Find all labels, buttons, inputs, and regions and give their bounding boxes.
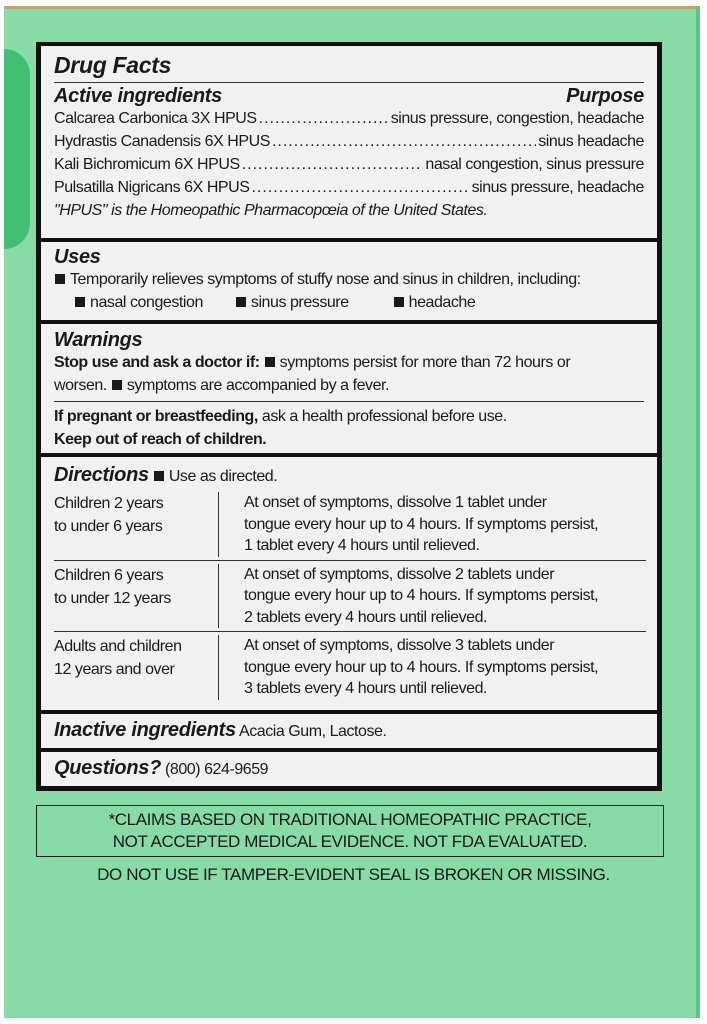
pregnant-label: If pregnant or breastfeeding, (54, 408, 258, 425)
age-group: to under 12 years (54, 589, 171, 607)
warning-text: symptoms persist for more than 72 hours … (279, 354, 571, 371)
bullet-icon (153, 471, 164, 481)
ingredient-name: Hydrastis Canadensis 6X HPUS (54, 133, 270, 150)
claims-line: NOT ACCEPTED MEDICAL EVIDENCE. NOT FDA E… (112, 832, 588, 851)
leader-dots (242, 153, 424, 176)
directions-row: Children 2 years to under 6 years At onset… (54, 489, 646, 560)
dosage-text: tongue every hour up to 4 hours. If symp… (244, 658, 599, 676)
inactive-text: Acacia Gum, Lactose. (238, 723, 387, 740)
purpose-heading: Purpose (566, 85, 644, 107)
ingredient-name: Kali Bichromicum 6X HPUS (54, 156, 240, 173)
directions-row: Adults and children 12 years and over At o… (54, 631, 646, 703)
leader-dots (272, 130, 536, 153)
claims-box: *CLAIMS BASED ON TRADITIONAL HOMEOPATHIC… (36, 805, 664, 857)
phone-number: (800) 624-9659 (165, 761, 269, 778)
warnings-heading: Warnings (54, 329, 143, 351)
dosage-text: tongue every hour up to 4 hours. If symp… (244, 587, 599, 604)
drug-facts-title: Drug Facts (54, 52, 644, 83)
ingredient-purpose: sinus pressure, congestion, headache (390, 110, 645, 127)
dosage-text: 2 tablets every 4 hours until relieved. (244, 608, 488, 626)
ingredient-row: Calcarea Carbonica 3X HPUS sinus pressure… (54, 107, 644, 130)
dosage-text: At onset of symptoms, dissolve 2 tablets… (244, 565, 555, 583)
use-bullet: sinus pressure (250, 294, 349, 311)
dosage-text: 1 tablet every 4 hours until relieved. (244, 537, 480, 554)
active-ingredients-section: Drug Facts Active ingredients Purpose Cal… (41, 46, 657, 238)
directions-intro: Use as directed. (168, 468, 278, 485)
inactive-section: Inactive ingredients Acacia Gum, Lactose… (41, 714, 657, 748)
leader-dots (259, 107, 389, 130)
dosage-text: tongue every hour up to 4 hours. If symp… (244, 515, 599, 533)
bullet-icon (75, 297, 85, 307)
age-group: to under 6 years (54, 518, 163, 535)
inactive-heading: Inactive ingredients (54, 719, 236, 741)
use-bullet: headache (408, 294, 476, 311)
dosage-text: 3 tablets every 4 hours until relieved. (244, 680, 488, 697)
age-group: Children 2 years (54, 495, 164, 512)
directions-row: Children 6 years to under 12 years At onse… (54, 559, 646, 632)
warnings-section: Warnings Stop use and ask a doctor if: s… (41, 324, 657, 453)
ingredient-row: Pulsatilla Nigricans 6X HPUS sinus pressu… (54, 176, 644, 199)
stop-use-label: Stop use and ask a doctor if: (54, 354, 260, 371)
uses-section: Uses Temporarily relieves symptoms of st… (41, 242, 657, 320)
age-group: Adults and children (54, 638, 182, 655)
age-group: 12 years and over (54, 661, 175, 678)
bullet-icon (55, 274, 65, 284)
hpus-note: "HPUS" is the Homeopathic Pharmacopœia o… (54, 202, 488, 219)
pregnant-text: ask a health professional before use. (257, 408, 507, 425)
use-bullet: nasal congestion (90, 294, 203, 311)
bullet-icon (264, 357, 275, 367)
questions-section: Questions? (800) 624-9659 (41, 752, 657, 786)
ingredient-name: Calcarea Carbonica 3X HPUS (54, 110, 257, 127)
bullet-icon (235, 297, 246, 307)
ingredient-purpose: sinus pressure, headache (471, 179, 645, 196)
warning-text: symptoms are accompanied by a fever. (126, 377, 390, 394)
decorative-stripe (4, 49, 30, 249)
bullet-icon (111, 380, 122, 390)
keep-out-text: Keep out of reach of children. (54, 431, 267, 448)
claims-line: *CLAIMS BASED ON TRADITIONAL HOMEOPATHIC… (108, 810, 592, 829)
tamper-warning: DO NOT USE IF TAMPER-EVIDENT SEAL IS BRO… (97, 865, 610, 884)
directions-heading: Directions (54, 464, 149, 486)
dosage-text: At onset of symptoms, dissolve 1 tablet … (244, 494, 547, 511)
uses-heading: Uses (54, 246, 101, 268)
age-group: Children 6 years (54, 566, 164, 584)
active-heading: Active ingredients (54, 85, 222, 107)
ingredient-purpose: nasal congestion, sinus pressure (425, 156, 644, 173)
ingredient-name: Pulsatilla Nigricans 6X HPUS (54, 179, 250, 196)
directions-section: Directions Use as directed. Children 2 y… (41, 457, 657, 710)
leader-dots (251, 176, 469, 199)
ingredient-purpose: sinus headache (538, 133, 644, 150)
dosage-text: At onset of symptoms, dissolve 3 tablets… (244, 637, 555, 654)
warning-text: worsen. (54, 377, 107, 394)
questions-heading: Questions? (54, 757, 162, 779)
drug-facts-label: Drug Facts Active ingredients Purpose Cal… (36, 42, 662, 791)
uses-text: Temporarily relieves symptoms of stuffy … (70, 271, 581, 288)
bullet-icon (393, 297, 404, 307)
ingredient-row: Kali Bichromicum 6X HPUS nasal congestion… (54, 153, 644, 176)
ingredient-row: Hydrastis Canadensis 6X HPUS sinus headac… (54, 130, 644, 153)
